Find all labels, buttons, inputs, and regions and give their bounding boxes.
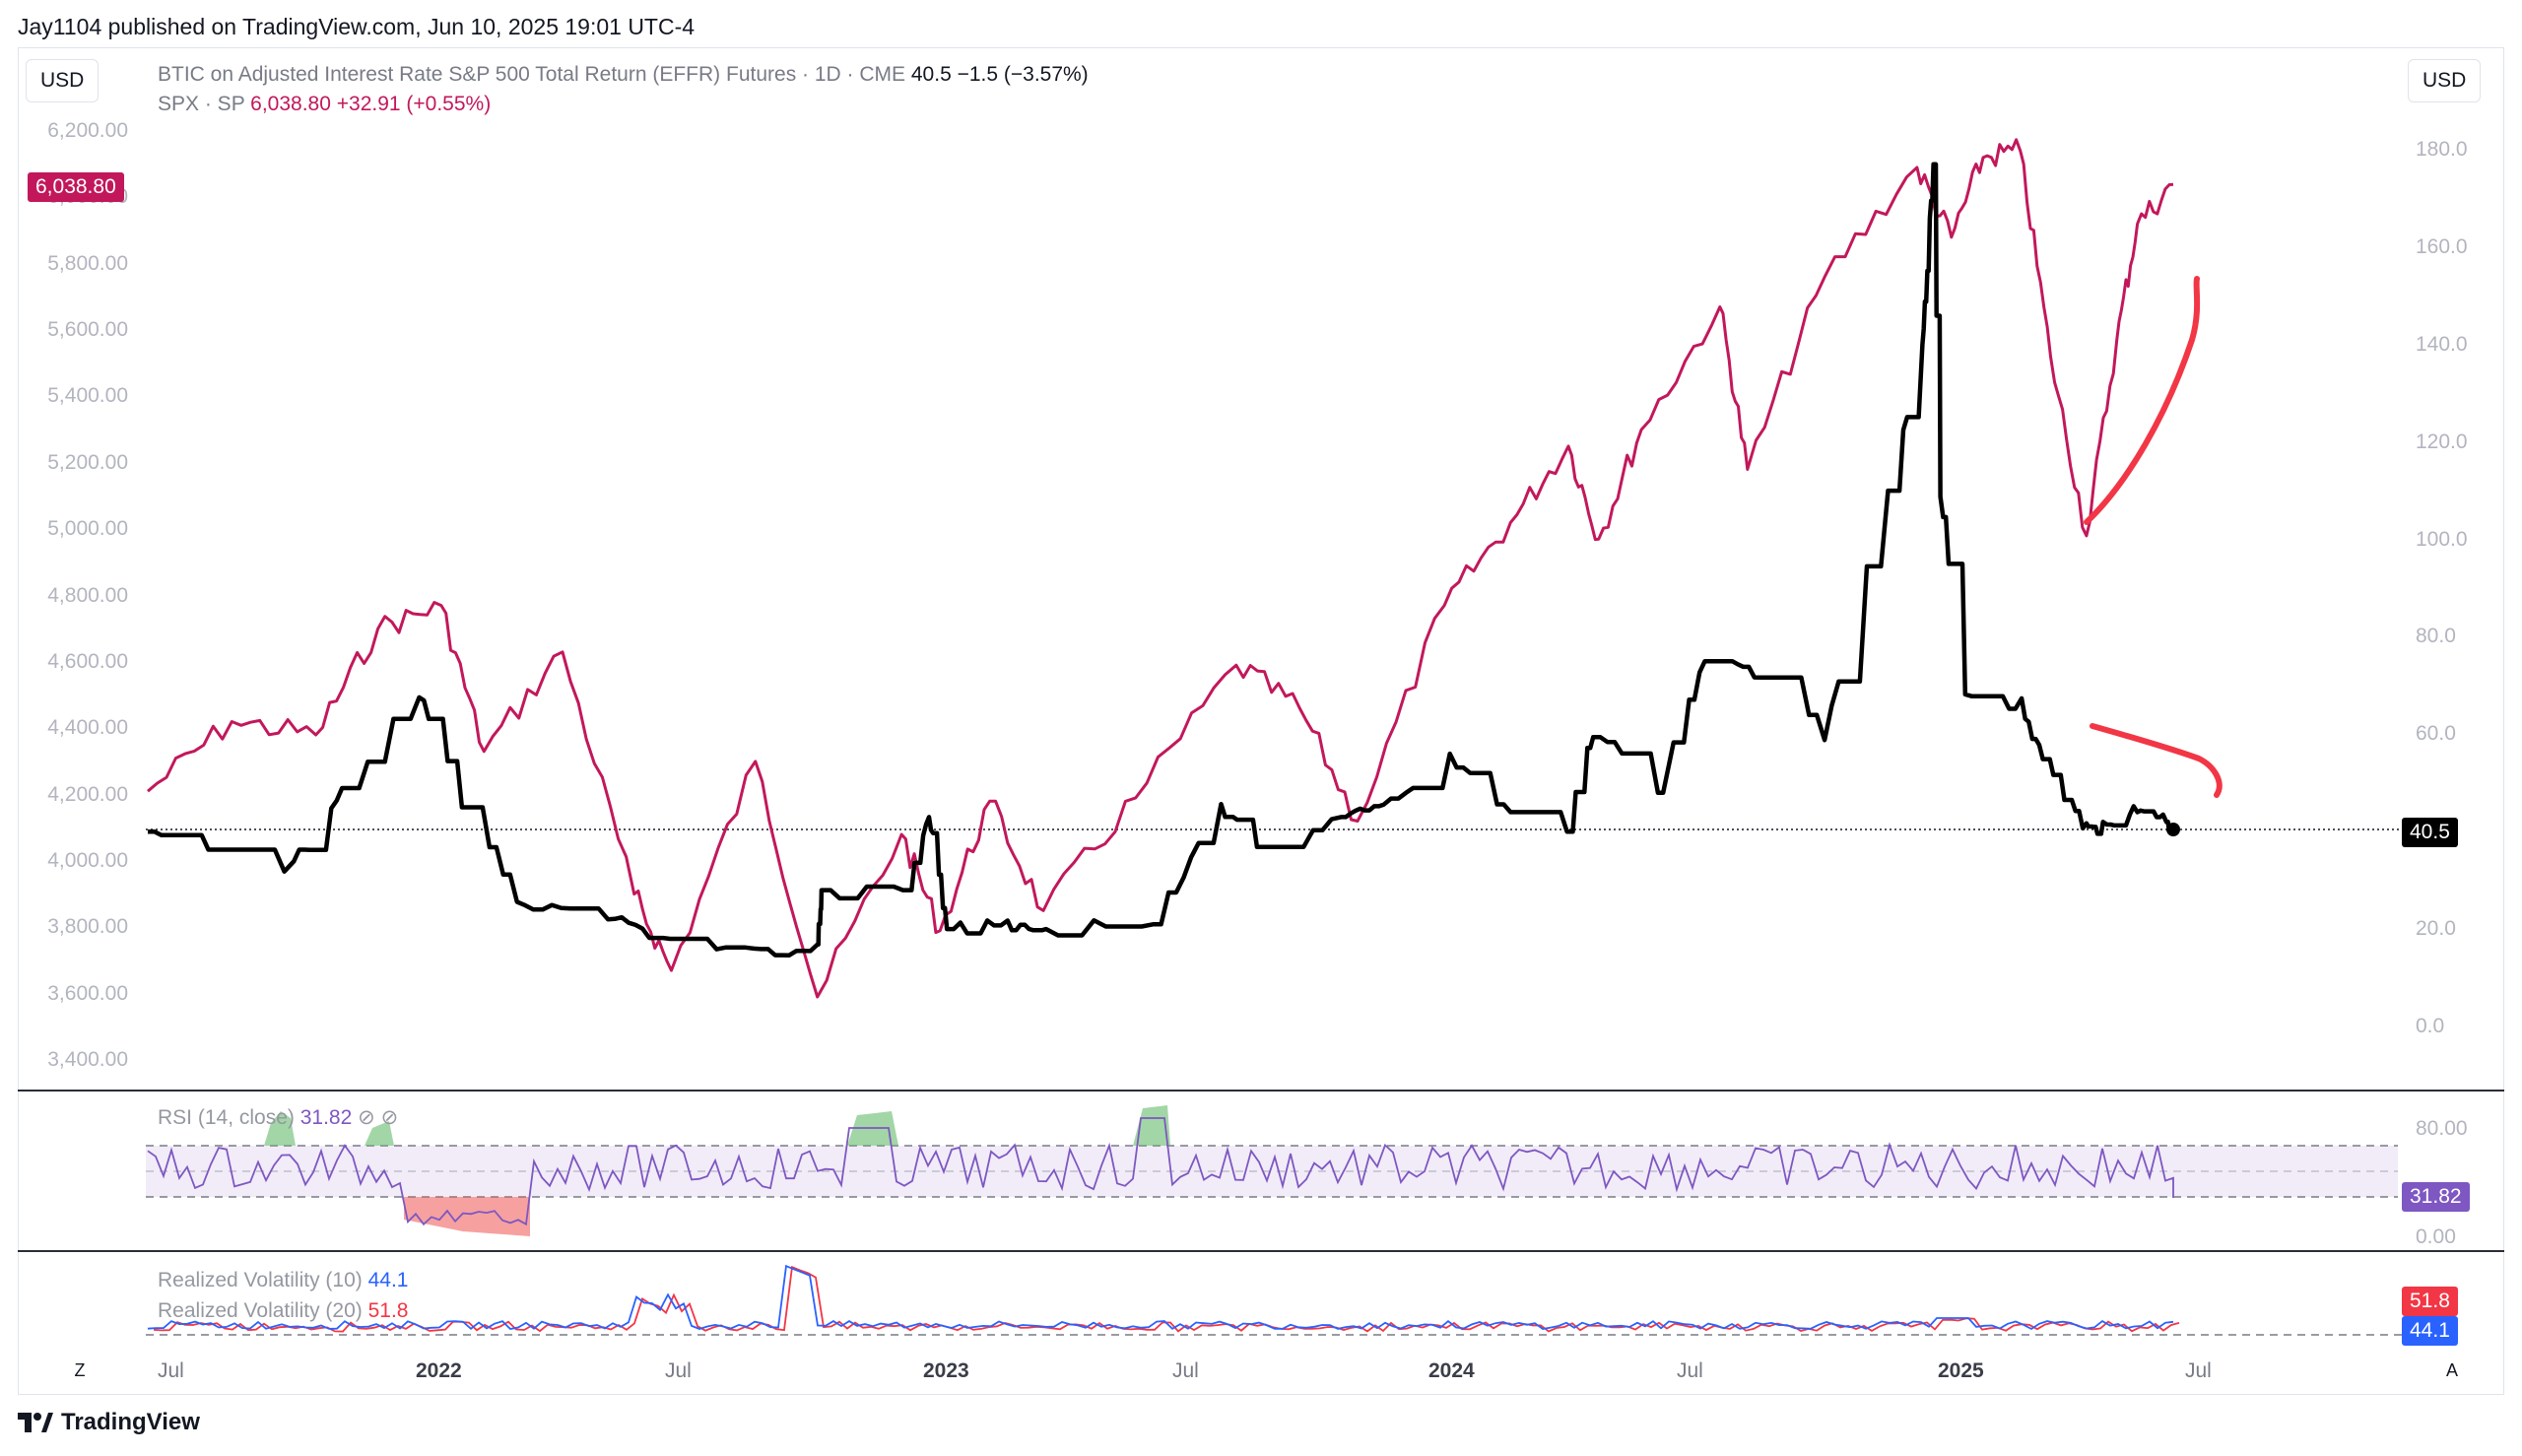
currency-right-button[interactable]: USD [2408,59,2482,102]
right-axis-tick: 80.0 [2416,625,2456,648]
left-axis-tick: 4,400.00 [47,716,128,740]
time-axis-tick: 2024 [1428,1359,1475,1382]
left-axis-tick: 6,200.00 [47,119,128,142]
right-axis-tick: 60.0 [2416,722,2456,746]
left-axis-tick: 3,400.00 [47,1048,128,1071]
tradingview-logo[interactable]: TradingView [18,1409,200,1436]
legend-main-change: −1.5 (−3.57%) [957,63,1089,86]
rsi-label: RSI (14, close) [158,1106,295,1129]
legend-spx-change: +32.91 (+0.55%) [336,93,492,115]
right-axis-tick: 120.0 [2416,430,2468,453]
right-axis-tick: 140.0 [2416,332,2468,356]
left-axis-tick: 3,800.00 [47,915,128,939]
right-axis-tick: 180.0 [2416,138,2468,161]
rv20-legend[interactable]: Realized Volatility (20) 51.8 [158,1299,408,1323]
legend-main[interactable]: BTIC on Adjusted Interest Rate S&P 500 T… [158,63,1089,87]
rv20-value-badge: 51.8 [2402,1287,2458,1316]
rv10-label: Realized Volatility (10) [158,1269,363,1291]
last-price-dot [2166,823,2180,836]
legend-spx[interactable]: SPX · SP 6,038.80 +32.91 (+0.55%) [158,93,491,116]
btic-price-badge: 40.5 [2402,818,2458,847]
rsi-line [147,1117,2174,1226]
left-axis-tick: 3,600.00 [47,981,128,1005]
rv10-value: 44.1 [367,1269,409,1291]
chart-frame [18,47,2504,1395]
rsi-value: 31.82 [299,1106,353,1129]
left-axis-tick: 5,600.00 [47,318,128,342]
rsi-overbought-fill [1133,1105,1170,1146]
time-axis-tick: Jul [2185,1359,2212,1382]
left-axis-tick: 5,800.00 [47,251,128,275]
rsi-pane[interactable] [146,1105,2398,1236]
left-axis-tick: 5,200.00 [47,450,128,474]
price-series [147,138,2175,999]
time-axis-tick: Jul [1677,1359,1703,1382]
annotation-up-curve[interactable] [2084,276,2201,525]
right-axis-tick: 20.0 [2416,917,2456,941]
left-axis-tick: 4,200.00 [47,782,128,806]
rsi-value-badge: 31.82 [2402,1182,2470,1212]
brand-name: TradingView [61,1409,200,1435]
btic-series-line [148,162,2175,958]
time-axis-tick: 2022 [416,1359,462,1382]
left-axis-tick: 4,600.00 [47,649,128,673]
realized-volatility-pane[interactable] [146,1264,2463,1336]
time-axis-tick: Jul [1172,1359,1199,1382]
auto-zoom-button[interactable]: Z [65,1356,95,1385]
time-axis-tick: Jul [158,1359,184,1382]
legend-spx-title: SPX · SP [158,93,245,115]
legend-spx-value: 6,038.80 [250,93,331,115]
time-axis-tick: 2025 [1938,1359,1984,1382]
rsi-overbought-fill [264,1111,296,1146]
left-axis-tick: 4,000.00 [47,848,128,872]
right-axis-tick: 160.0 [2416,234,2468,258]
rv10-legend[interactable]: Realized Volatility (10) 44.1 [158,1269,408,1292]
rsi-axis-80: 80.00 [2416,1117,2468,1140]
legend-main-title: BTIC on Adjusted Interest Rate S&P 500 T… [158,63,906,86]
tradingview-logo-icon [18,1413,53,1432]
rsi-overbought-fill [365,1121,394,1146]
rv10-value-badge: 44.1 [2402,1316,2458,1346]
time-axis-tick: 2023 [923,1359,969,1382]
annotation-down-curve[interactable] [2090,723,2223,798]
right-axis-tick: 0.0 [2416,1015,2445,1037]
publisher-line: Jay1104 published on TradingView.com, Ju… [18,14,696,39]
rv10-line [147,1264,2174,1331]
auto-scale-button[interactable]: A [2437,1356,2467,1385]
left-axis-tick: 4,800.00 [47,583,128,607]
time-axis-tick: Jul [665,1359,692,1382]
right-axis-tick: 100.0 [2416,527,2468,551]
left-axis-tick: 5,400.00 [47,384,128,408]
rv20-value: 51.8 [367,1299,409,1322]
rv20-label: Realized Volatility (20) [158,1299,363,1322]
rsi-hidden-icon[interactable]: ⊘ [380,1106,399,1129]
legend-main-value: 40.5 [910,63,952,86]
currency-left-button[interactable]: USD [26,59,100,102]
left-axis-tick: 5,000.00 [47,517,128,541]
rsi-oversold-fill [404,1197,530,1236]
spx-series-line [147,138,2174,999]
rsi-axis-0: 0.00 [2416,1225,2456,1248]
spx-price-badge: 6,038.80 [28,172,124,202]
rsi-legend[interactable]: RSI (14, close) 31.82 ⊘ ⊘ [158,1105,398,1130]
rsi-hidden-icon[interactable]: ⊘ [358,1106,375,1129]
